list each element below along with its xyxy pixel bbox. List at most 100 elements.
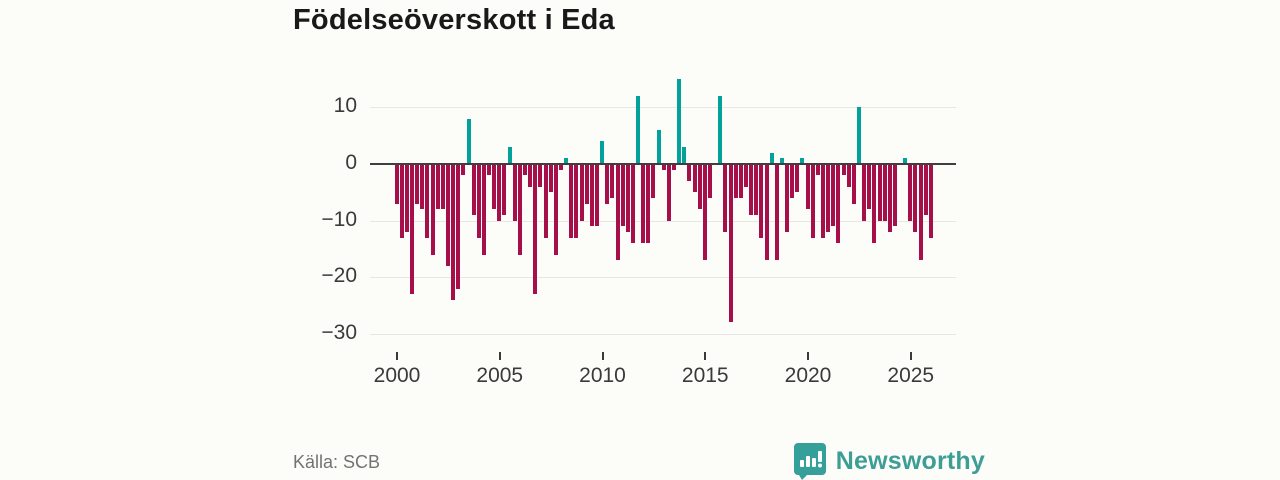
bar [815, 164, 820, 176]
bar [877, 164, 882, 221]
page-title: Födelseöverskott i Eda [293, 4, 615, 36]
bar [487, 164, 492, 176]
bar [872, 164, 877, 244]
y-axis-tick-label: −10 [321, 207, 357, 231]
bar [517, 164, 522, 255]
bar [908, 164, 913, 221]
bar [666, 164, 671, 221]
bar [928, 164, 933, 238]
bar [779, 158, 784, 164]
bar [528, 164, 533, 187]
brand-logo: Newsworthy [793, 442, 985, 480]
bar [502, 164, 507, 215]
bar [851, 164, 856, 204]
bar [769, 152, 774, 164]
bar [677, 79, 682, 164]
bar [718, 96, 723, 164]
bar [764, 164, 769, 261]
bar [836, 164, 841, 244]
bar [533, 164, 538, 295]
bar [538, 164, 543, 187]
bar [466, 118, 471, 164]
bar [682, 147, 687, 164]
bar [795, 164, 800, 193]
bar [672, 164, 677, 170]
bar [543, 164, 548, 238]
bar [749, 164, 754, 215]
bar [630, 164, 635, 244]
bar [826, 164, 831, 232]
bar [707, 164, 712, 198]
bar [584, 164, 589, 204]
bar [651, 164, 656, 198]
bar [918, 164, 923, 261]
bar [759, 164, 764, 238]
bar [430, 164, 435, 255]
bar [594, 164, 599, 227]
bar [615, 164, 620, 261]
bar [733, 164, 738, 198]
bar [476, 164, 481, 238]
bar [574, 164, 579, 238]
y-axis-tick-label: 10 [333, 94, 357, 118]
bar [451, 164, 456, 300]
bar [738, 164, 743, 198]
bar [785, 164, 790, 232]
bar [440, 164, 445, 210]
bar [810, 164, 815, 238]
bar [497, 164, 502, 221]
bar [471, 164, 476, 215]
bar [882, 164, 887, 221]
bar [425, 164, 430, 238]
bar [404, 164, 409, 232]
x-axis-tick-label: 2015 [681, 364, 729, 387]
bar [723, 164, 728, 232]
newsworthy-speech-bubble-chart-icon [793, 442, 827, 480]
bar [692, 164, 697, 193]
bar [646, 164, 651, 244]
gridline [370, 220, 956, 222]
zero-axis-line [370, 163, 956, 165]
bar [559, 164, 563, 170]
x-axis-tick [601, 352, 604, 360]
bar [481, 164, 486, 255]
bar [445, 164, 450, 266]
bar [702, 164, 707, 261]
bar [903, 158, 908, 164]
y-axis-tick-label: −20 [321, 264, 357, 288]
y-axis-tick-label: −30 [321, 320, 357, 344]
bar [625, 164, 630, 232]
bar [512, 164, 517, 221]
bar [728, 164, 733, 323]
gridline [370, 277, 956, 279]
bar [821, 164, 825, 238]
bar [754, 164, 759, 215]
bar [394, 164, 399, 204]
bar [846, 164, 851, 187]
bar [589, 164, 594, 227]
gridline [370, 107, 956, 109]
bar [790, 164, 795, 198]
x-axis-tick [396, 352, 398, 360]
x-axis-tick [807, 352, 809, 360]
bar [800, 158, 805, 164]
bar [420, 164, 425, 210]
bar [774, 164, 779, 261]
source-label: Källa: SCB [293, 452, 381, 472]
brand-name: Newsworthy [835, 446, 985, 475]
bar [913, 164, 918, 232]
bar [641, 164, 646, 244]
bar [697, 164, 702, 210]
x-axis-tick-label: 2005 [476, 364, 524, 387]
bar [867, 164, 872, 210]
x-axis-tick [498, 352, 501, 360]
bar [564, 158, 569, 164]
bar [892, 164, 897, 227]
x-axis-tick [909, 352, 912, 360]
bar [553, 164, 558, 255]
bar [743, 164, 748, 187]
bar [410, 164, 414, 295]
bar [923, 164, 928, 215]
bar [862, 164, 867, 221]
bar [415, 164, 420, 204]
